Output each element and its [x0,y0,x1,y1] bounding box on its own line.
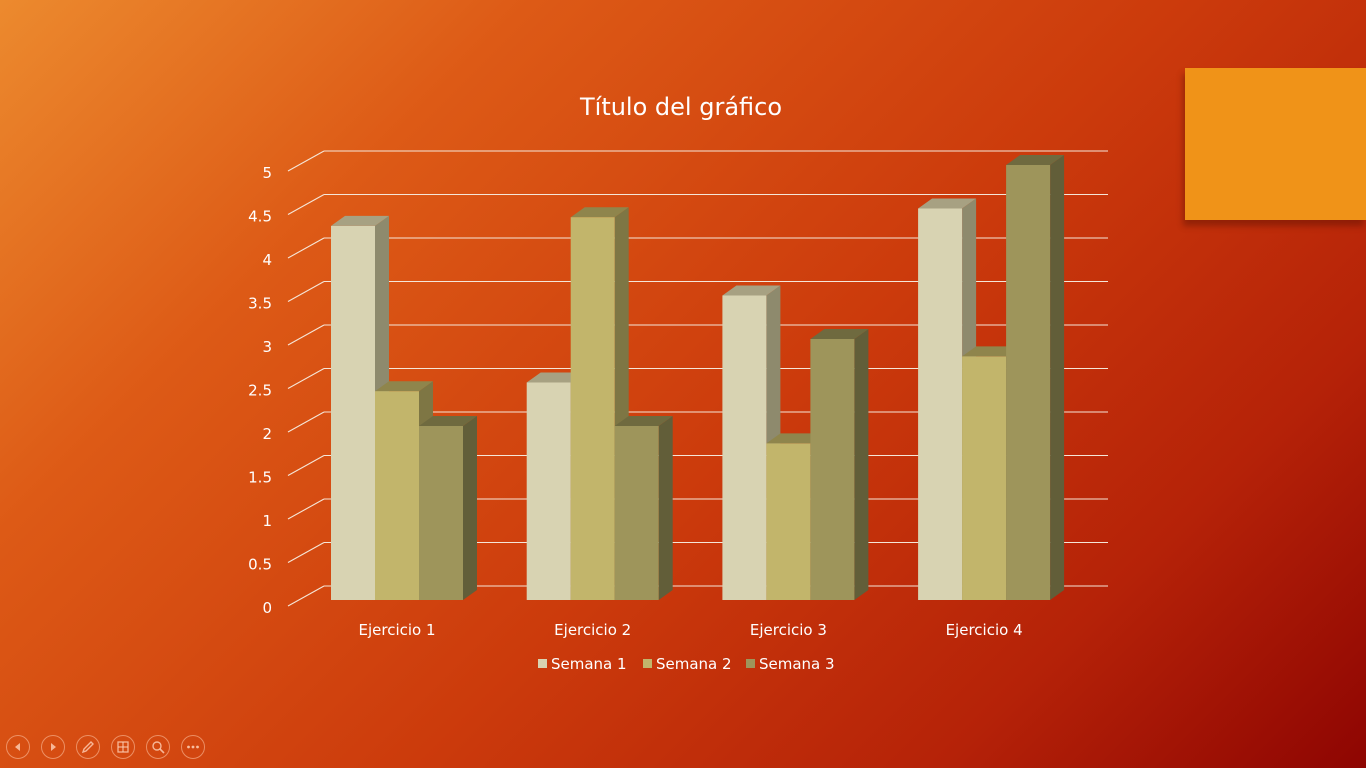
y-tick-label: 2 [262,425,272,443]
x-axis-ticks: Ejercicio 1 Ejercicio 2 Ejercicio 3 Ejercic… [358,621,1022,639]
bars [331,155,1065,600]
previous-slide-icon [13,742,23,752]
y-tick-label: 0 [262,599,272,617]
x-tick-label: Ejercicio 2 [554,621,631,639]
bar-top [331,215,389,226]
bar-front [419,426,463,600]
legend-item: Semana 2 [643,655,732,673]
legend-label: Semana 3 [759,655,835,673]
bar-side [1050,155,1065,600]
y-tick-label: 2.5 [248,382,272,400]
gridline-diagonal [287,150,325,172]
bar-top [918,198,977,209]
gridline-diagonal [287,585,325,607]
bar-front [918,208,963,600]
bar-top [810,329,869,339]
previous-slide-button[interactable] [6,735,30,759]
slides-grid-icon [116,740,130,754]
y-tick-label: 0.5 [248,556,272,574]
legend-item: Semana 3 [746,655,835,673]
gridline-diagonal [287,194,325,215]
slideshow-controls [6,735,205,759]
x-tick-label: Ejercicio 1 [358,621,435,639]
legend-item: Semana 1 [538,655,627,673]
gridline-diagonal [287,368,325,389]
bar-front [331,225,375,600]
bar [419,416,477,600]
bar [810,329,869,600]
gridline-diagonal [287,542,325,563]
bar-front [570,217,615,600]
bar-side [658,416,673,600]
bar-top [570,207,629,218]
y-axis-ticks: 0 0.5 1 1.5 2 2.5 3 3.5 4 4.5 5 [248,164,272,617]
bar-top [614,416,673,426]
accent-block [1185,68,1366,220]
bar-side [854,329,869,600]
slides-grid-button[interactable] [111,735,135,759]
gridline-diagonal [287,281,325,302]
bar [614,416,673,600]
legend-swatch [538,659,547,668]
chart-title: Título del gráfico [579,93,782,121]
gridline-diagonal [287,324,325,346]
more-options-button[interactable] [181,735,205,759]
bar-top [962,346,1021,357]
zoom-button[interactable] [146,735,170,759]
x-tick-label: Ejercicio 4 [946,621,1023,639]
bar-top [375,381,433,392]
y-tick-label: 4 [262,251,272,269]
bar-top [766,433,825,444]
bar [1006,155,1065,600]
x-tick-label: Ejercicio 3 [750,621,827,639]
bar-top [1006,155,1065,165]
gridline-diagonal [287,411,325,433]
y-tick-label: 5 [262,164,272,182]
next-slide-icon [48,742,58,752]
gridline-diagonal [287,498,325,520]
bar-front [1006,165,1051,600]
bar-top [419,416,477,426]
bar-front [962,356,1007,600]
y-tick-label: 3.5 [248,295,272,313]
bar-front [722,295,767,600]
y-tick-label: 1.5 [248,469,272,487]
legend-swatch [746,659,755,668]
legend-label: Semana 2 [656,655,732,673]
bar-front [526,382,571,600]
y-tick-label: 1 [262,512,272,530]
bar-top [526,372,585,383]
bar-top [722,285,781,296]
bar-front [375,391,419,600]
next-slide-button[interactable] [41,735,65,759]
gridline-diagonal [287,237,325,259]
pen-button[interactable] [76,735,100,759]
legend: Semana 1 Semana 2 Semana 3 [538,655,835,673]
bar-front [614,426,659,600]
gridline-diagonal [287,455,325,476]
more-options-icon [186,744,200,750]
bar-front [766,443,811,600]
bar-front [810,339,855,600]
y-tick-label: 3 [262,338,272,356]
legend-label: Semana 1 [551,655,627,673]
zoom-icon [151,740,165,754]
legend-swatch [643,659,652,668]
y-tick-label: 4.5 [248,208,272,226]
bar-side [463,416,477,600]
pen-icon [81,740,95,754]
